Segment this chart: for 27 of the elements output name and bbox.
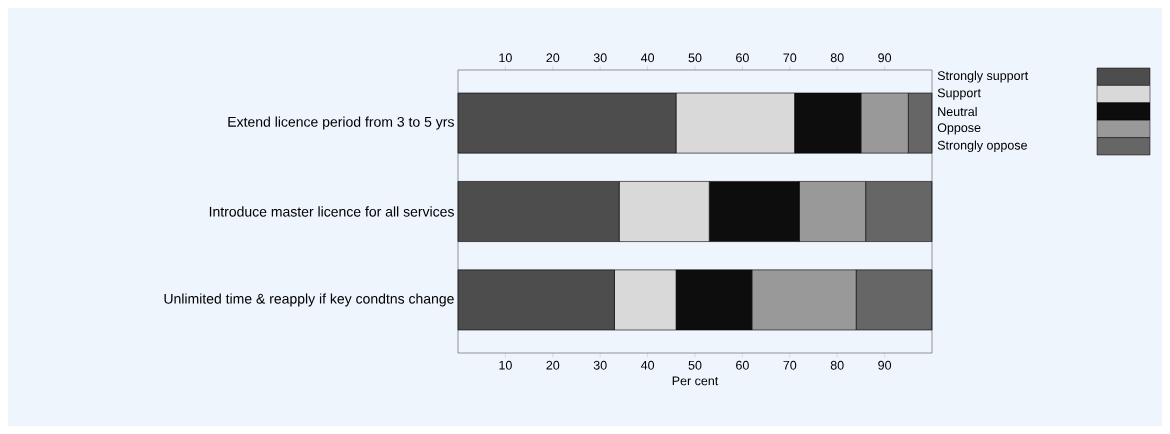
- series-label: Strongly oppose: [937, 140, 1027, 153]
- y-tick-label: Unlimited time & reapply if key condtns change: [164, 293, 454, 307]
- x-tick-label: 50: [688, 360, 702, 370]
- x-tick-label: 40: [640, 360, 655, 370]
- y-tick-label: Extend licence period from 3 to 5 yrs: [228, 116, 454, 130]
- x-tick-label: 90: [878, 360, 892, 370]
- text: Neutral: [938, 106, 977, 117]
- y-tick-label: Introduce master licence for all services: [209, 206, 454, 217]
- x-tick-label: 30: [593, 360, 607, 370]
- x-tick-label: 60: [736, 360, 749, 370]
- x-axis-title: Per cent: [672, 376, 719, 386]
- x-tick-label: 20: [546, 360, 560, 370]
- text: Oppose: [937, 123, 981, 135]
- text: Strongly support: [937, 70, 1029, 83]
- x2-tick-label: 90: [878, 53, 892, 63]
- x-tick-label: 70: [783, 360, 797, 370]
- x2-tick-label: 70: [783, 53, 797, 63]
- x-tick-label: 10: [499, 360, 512, 370]
- x2-tick-label: 50: [688, 53, 702, 63]
- x2-tick-label: 30: [593, 53, 607, 63]
- x2-tick-label: 80: [830, 53, 844, 63]
- x2-tick-label: 40: [640, 53, 655, 63]
- x2-tick-label: 10: [499, 53, 512, 63]
- x2-tick-label: 60: [736, 53, 749, 63]
- x-tick-label: 80: [830, 360, 844, 370]
- x2-tick-label: 20: [546, 53, 560, 63]
- text: Support: [937, 88, 981, 100]
